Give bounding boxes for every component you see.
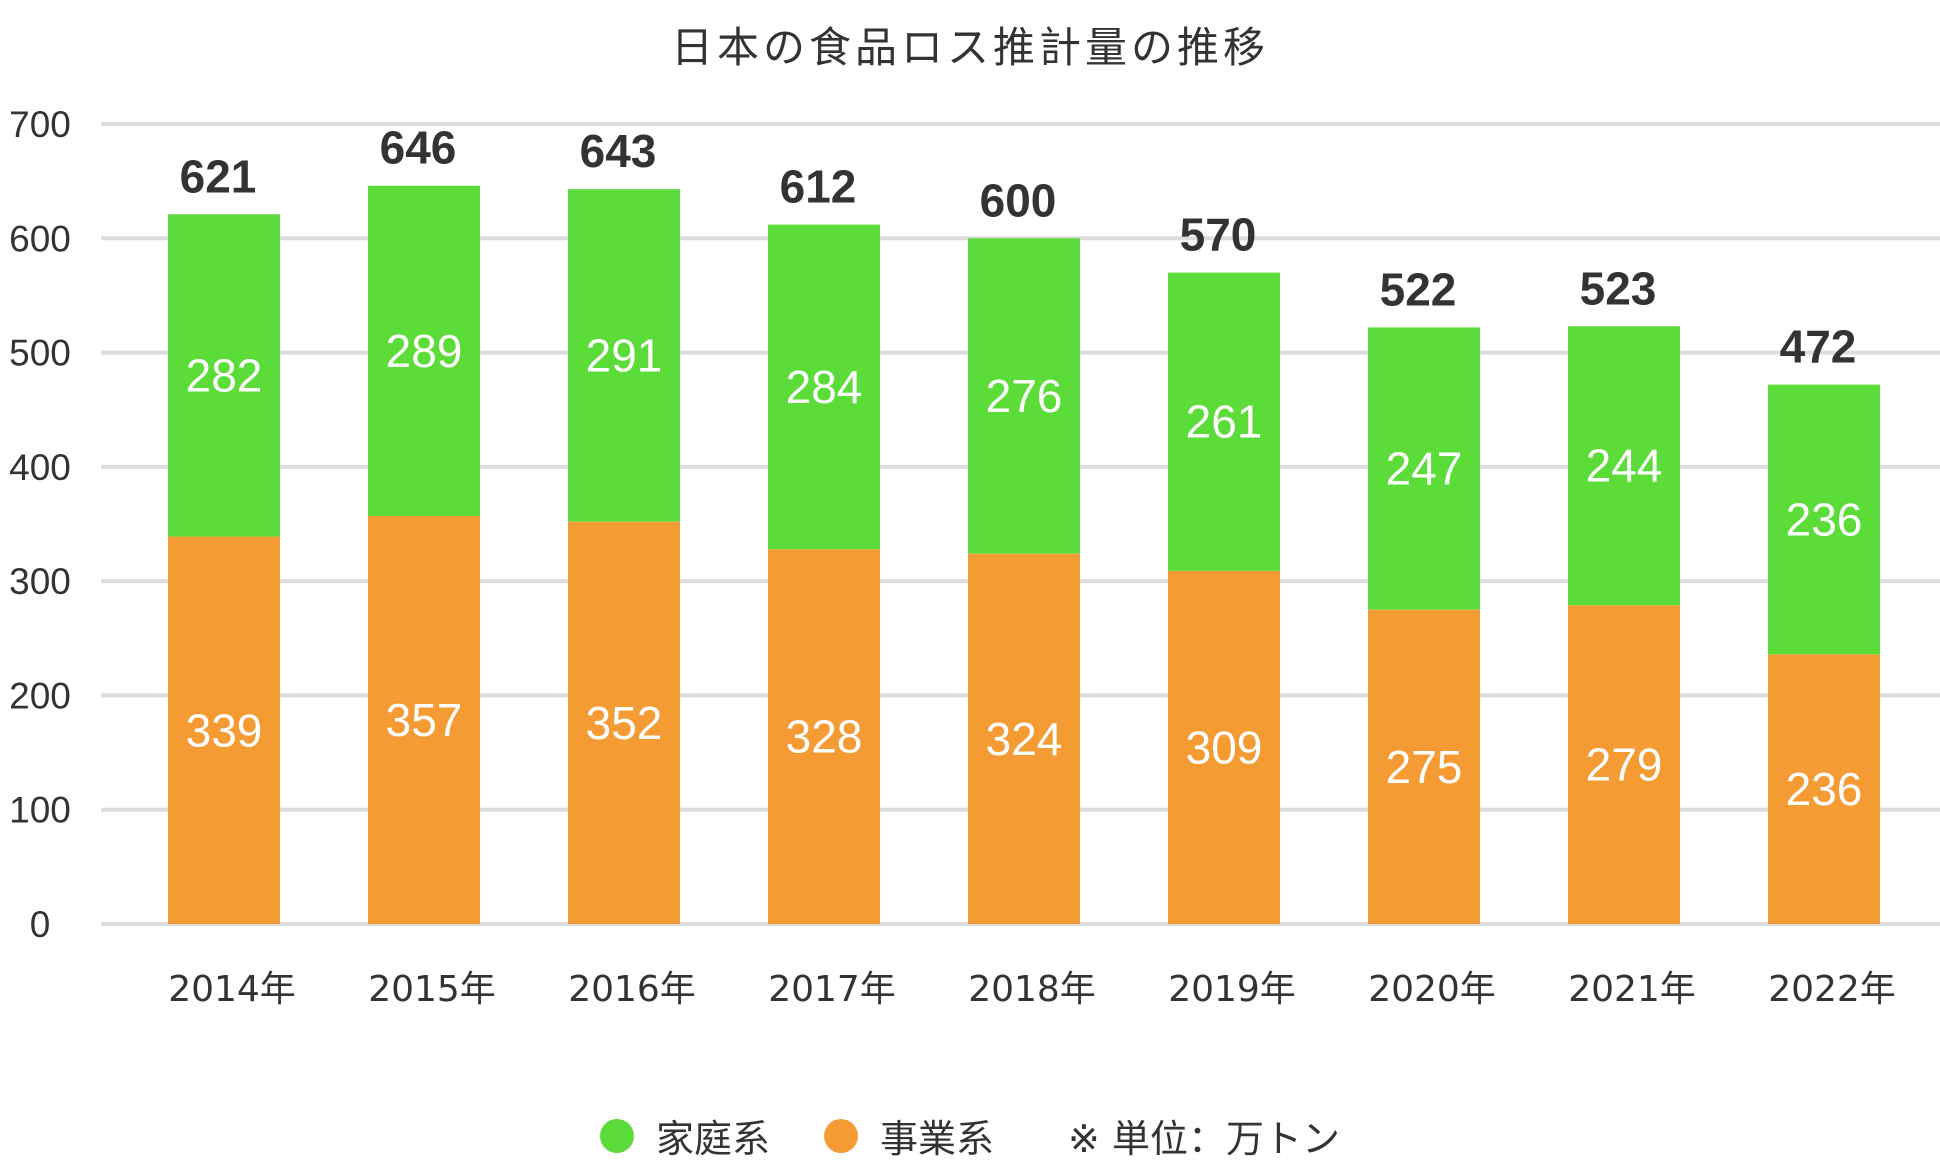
bar-segment-business — [1168, 570, 1280, 924]
bar-value-label: 282 — [186, 349, 263, 401]
bar-segment-household — [368, 185, 480, 516]
bar-segment-household — [1168, 272, 1280, 571]
bar-total-label: 612 — [780, 161, 857, 213]
bar-total-label: 646 — [380, 122, 457, 174]
bar-total-label: 523 — [1580, 262, 1657, 314]
bar-segment-business — [1768, 654, 1880, 924]
bar-segment-business — [168, 536, 280, 924]
x-tick-label: 2016年 — [568, 969, 696, 1010]
x-tick-label: 2021年 — [1568, 969, 1696, 1010]
bar-value-label: 261 — [1186, 396, 1263, 448]
x-tick-label: 2018年 — [968, 969, 1096, 1010]
bar-segment-household — [968, 238, 1080, 554]
bar-value-label: 357 — [386, 694, 463, 746]
bar-segment-business — [1568, 605, 1680, 924]
bar-segment-household — [768, 224, 880, 550]
bar-value-label: 339 — [186, 704, 263, 756]
bar-value-label: 244 — [1586, 440, 1663, 492]
y-tick-label: 100 — [9, 790, 71, 831]
bar-segment-business — [368, 516, 480, 924]
unit-note: ※ 単位：万トン — [1068, 1117, 1340, 1161]
y-tick-label: 700 — [9, 104, 71, 145]
x-tick-label: 2015年 — [368, 969, 496, 1010]
bar-segment-business — [968, 553, 1080, 924]
bar-value-label: 328 — [786, 711, 863, 763]
legend-item-business[interactable]: 事業系 — [824, 1108, 994, 1163]
x-tick-label: 2017年 — [768, 969, 896, 1010]
legend-label-household: 家庭系 — [656, 1117, 771, 1161]
bar-value-label: 324 — [986, 713, 1063, 765]
bar-segment-household — [168, 214, 280, 537]
bar-total-label: 472 — [1780, 321, 1857, 373]
bar-segment-household — [1368, 327, 1480, 610]
x-tick-label: 2014年 — [168, 969, 296, 1010]
bar-segment-business — [568, 521, 680, 924]
bar-value-label: 284 — [786, 361, 863, 413]
legend-marker-household — [600, 1118, 635, 1153]
y-tick-label: 300 — [9, 561, 71, 602]
bar-value-label: 247 — [1386, 443, 1463, 495]
bar-total-label: 643 — [580, 125, 657, 177]
bar-value-label: 309 — [1186, 721, 1263, 773]
bar-value-label: 236 — [1786, 763, 1863, 815]
bar-value-label: 352 — [586, 697, 663, 749]
bar-value-label: 236 — [1786, 493, 1863, 545]
bar-segment-household — [1568, 326, 1680, 606]
bar-value-label: 275 — [1386, 741, 1463, 793]
y-tick-label: 200 — [9, 675, 71, 716]
bar-value-label: 291 — [586, 329, 663, 381]
bar-total-label: 621 — [180, 150, 257, 202]
bar-value-label: 276 — [986, 370, 1063, 422]
bar-segment-household — [1768, 384, 1880, 655]
legend-marker-business — [824, 1118, 859, 1153]
bar-segment-household — [568, 189, 680, 522]
y-tick-label: 600 — [9, 218, 71, 259]
bar-total-label: 522 — [1380, 263, 1457, 315]
bar-total-label: 570 — [1180, 209, 1257, 261]
bar-segment-business — [1368, 609, 1480, 924]
legend: 家庭系 事業系 ※ 単位：万トン — [0, 1108, 1940, 1163]
bar-value-label: 279 — [1586, 739, 1663, 791]
y-tick-label: 400 — [9, 447, 71, 488]
x-tick-label: 2022年 — [1768, 969, 1896, 1010]
bar-value-label: 289 — [386, 325, 463, 377]
chart-title: 日本の食品ロス推計量の推移 — [670, 23, 1269, 72]
y-tick-label: 500 — [9, 333, 71, 374]
legend-item-household[interactable]: 家庭系 — [600, 1108, 770, 1163]
x-tick-label: 2019年 — [1168, 969, 1296, 1010]
legend-label-business: 事業系 — [880, 1117, 995, 1161]
y-tick-label: 0 — [30, 904, 51, 945]
x-tick-label: 2020年 — [1368, 969, 1496, 1010]
bar-total-label: 600 — [980, 174, 1057, 226]
bar-segment-business — [768, 549, 880, 924]
